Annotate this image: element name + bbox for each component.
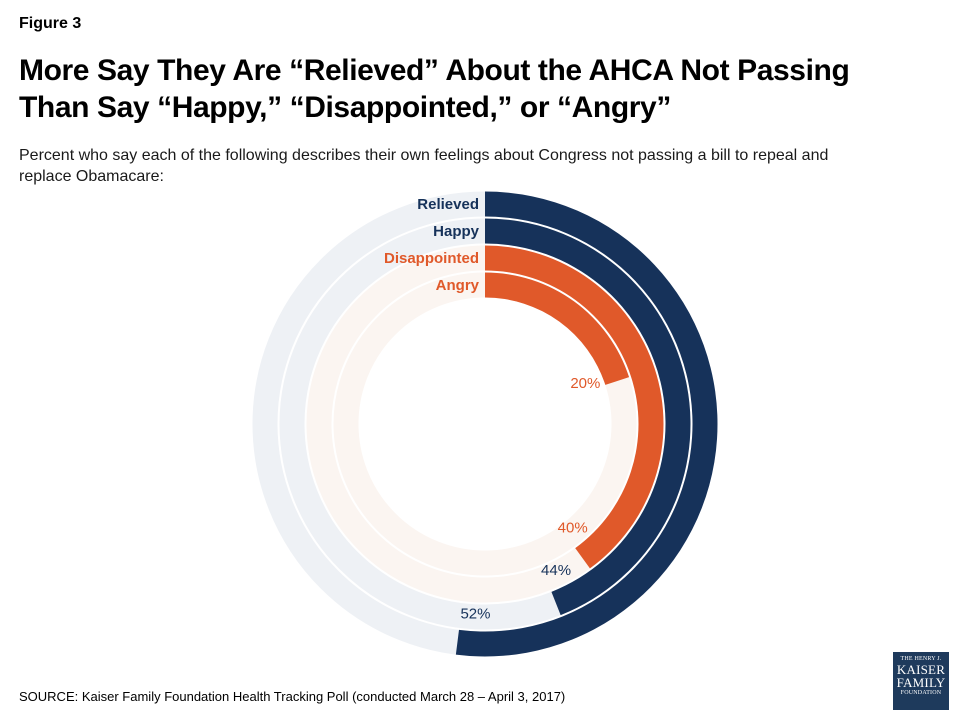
category-labels: Relieved Happy Disappointed Angry	[384, 196, 480, 294]
logo-line-4: FOUNDATION	[900, 690, 942, 696]
logo-line-1: THE HENRY J.	[900, 656, 942, 662]
ring-bars	[455, 191, 718, 657]
chart-subtitle: Percent who say each of the following de…	[19, 145, 939, 187]
ring-bar-angry	[485, 272, 630, 385]
category-label-happy: Happy	[433, 223, 480, 240]
chart-subtitle-line-2: replace Obamacare:	[19, 168, 164, 185]
value-label-relieved: 52%	[460, 605, 490, 622]
chart-title: More Say They Are “Relieved” About the A…	[19, 52, 939, 126]
kff-logo: THE HENRY J. KAISER FAMILY FOUNDATION	[893, 652, 949, 710]
ring-bar-disappointed	[485, 245, 664, 569]
source-note: SOURCE: Kaiser Family Foundation Health …	[19, 689, 566, 704]
value-labels: 52% 44% 40% 20%	[460, 375, 600, 622]
value-label-angry: 20%	[570, 375, 600, 392]
category-label-relieved: Relieved	[417, 196, 479, 213]
value-label-happy: 44%	[541, 562, 571, 579]
logo-line-3: FAMILY	[896, 675, 946, 690]
value-label-disappointed: 40%	[558, 519, 588, 536]
logo-line-2: KAISER	[896, 662, 946, 677]
chart-subtitle-line-1: Percent who say each of the following de…	[19, 147, 829, 164]
figure-label: Figure 3	[19, 15, 82, 32]
category-label-angry: Angry	[436, 277, 480, 294]
category-label-disappointed: Disappointed	[384, 250, 479, 267]
chart-title-line-1: More Say They Are “Relieved” About the A…	[19, 54, 850, 87]
chart-title-line-2: Than Say “Happy,” “Disappointed,” or “An…	[19, 91, 671, 124]
ring-bar-happy	[485, 218, 691, 616]
